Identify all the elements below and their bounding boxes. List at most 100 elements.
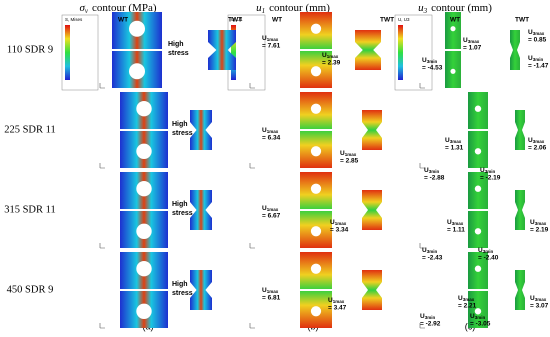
row-label: 110 SDR 9 bbox=[7, 44, 53, 55]
annotation-var: U bbox=[445, 137, 450, 144]
specimen-twt bbox=[355, 30, 381, 70]
annotation-value: = 1.07 bbox=[463, 45, 482, 52]
crack bbox=[468, 129, 488, 131]
annotation-label: U3max bbox=[528, 137, 545, 144]
twt-label: TWT bbox=[228, 17, 242, 24]
annotation-label: U1max bbox=[328, 297, 345, 304]
annotation-var: U bbox=[420, 313, 425, 320]
legend-title: U, U3 bbox=[398, 17, 410, 22]
annotation-sub: 1max bbox=[333, 299, 345, 304]
annotation-var: U bbox=[530, 219, 535, 226]
annotation-var: U bbox=[528, 137, 533, 144]
annotation-label: U1max bbox=[262, 205, 279, 212]
crack bbox=[300, 129, 332, 131]
annotation-label: U3min bbox=[470, 313, 485, 320]
annotation-sub: 1max bbox=[267, 37, 279, 42]
annotation-sub: 1max bbox=[267, 207, 279, 212]
hole bbox=[129, 63, 145, 80]
specimen-twt bbox=[190, 270, 212, 310]
annotation-value: = -2.19 bbox=[480, 175, 501, 182]
legend-scale bbox=[231, 25, 236, 80]
annotation-var: U bbox=[528, 29, 533, 36]
hole bbox=[136, 101, 152, 117]
hole bbox=[136, 303, 152, 319]
hole bbox=[474, 105, 482, 112]
annotation-value: = 6.67 bbox=[262, 213, 281, 220]
annotation-value: = -2.43 bbox=[422, 255, 443, 262]
legend-scale bbox=[65, 25, 70, 80]
annotation-var: U bbox=[262, 205, 267, 212]
axis-triad bbox=[99, 163, 105, 169]
annotation-var: U bbox=[480, 167, 485, 174]
annotation-sub: 1max bbox=[345, 152, 357, 157]
annotation-label: U1max bbox=[340, 150, 357, 157]
specimen-twt bbox=[515, 110, 525, 150]
axis-triad bbox=[249, 83, 255, 89]
axis-triad bbox=[419, 243, 425, 249]
annotation-value: = 1.11 bbox=[447, 227, 465, 234]
legend-title: U, U1 bbox=[231, 17, 243, 22]
annotation-var: U bbox=[340, 150, 345, 157]
annotation-value: = -1.47 bbox=[528, 63, 549, 70]
wt-label: WT bbox=[118, 17, 128, 24]
specimen-twt bbox=[190, 110, 212, 150]
hole bbox=[136, 143, 152, 159]
annotation-label: U3min bbox=[422, 247, 437, 254]
annotation-value: = -3.05 bbox=[470, 321, 491, 328]
axis-triad bbox=[419, 163, 425, 169]
hole bbox=[310, 263, 322, 274]
crack bbox=[468, 209, 488, 211]
hole bbox=[474, 308, 482, 315]
header-subscript: v bbox=[85, 7, 89, 15]
row-label: 315 SDR 11 bbox=[4, 204, 56, 215]
high-stress-label: stress bbox=[172, 290, 193, 297]
annotation-var: U bbox=[463, 37, 468, 44]
annotation-sub: 1max bbox=[335, 221, 347, 226]
annotation-label: U3max bbox=[447, 219, 464, 226]
hole bbox=[310, 226, 322, 237]
specimen-twt bbox=[515, 270, 525, 310]
high-stress-label: stress bbox=[172, 130, 193, 137]
high-stress-label: High bbox=[172, 201, 188, 208]
annotation-value: = 3.47 bbox=[328, 305, 347, 312]
annotation-value: = 2.21 bbox=[458, 303, 477, 310]
specimen-twt bbox=[510, 30, 520, 70]
specimen-twt bbox=[515, 190, 525, 230]
annotation-var: U bbox=[262, 127, 267, 134]
axis-triad bbox=[419, 83, 425, 89]
header-subscript: 3 bbox=[423, 7, 428, 15]
annotation-sub: 1max bbox=[327, 54, 339, 59]
annotation-sub: 3max bbox=[450, 139, 462, 144]
header-symbol: σ bbox=[79, 2, 85, 14]
annotation-var: U bbox=[330, 219, 335, 226]
annotation-value: = -2.88 bbox=[424, 175, 445, 182]
hole bbox=[474, 148, 482, 155]
annotation-label: U1max bbox=[262, 35, 279, 42]
high-stress-label: High bbox=[168, 41, 184, 48]
crack bbox=[120, 209, 168, 211]
annotation-var: U bbox=[322, 52, 327, 59]
high-stress-label: High bbox=[172, 121, 188, 128]
header-subscript: 1 bbox=[262, 7, 266, 15]
hole bbox=[474, 185, 482, 192]
annotation-sub: 3max bbox=[535, 297, 547, 302]
annotation-label: U3min bbox=[480, 167, 495, 174]
annotation-sub: 3min bbox=[427, 59, 438, 64]
annotation-value: = 3.34 bbox=[330, 227, 349, 234]
hole bbox=[136, 223, 152, 239]
header-symbol: u bbox=[256, 2, 262, 14]
annotation-var: U bbox=[528, 55, 533, 62]
annotation-sub: 1max bbox=[267, 129, 279, 134]
annotation-sub: 3max bbox=[533, 31, 545, 36]
annotation-label: U3max bbox=[458, 295, 475, 302]
specimen-twt bbox=[208, 30, 236, 70]
axis-triad bbox=[419, 323, 425, 329]
annotation-value: = 7.61 bbox=[262, 43, 281, 50]
annotation-sub: 3max bbox=[452, 221, 464, 226]
specimen-twt bbox=[362, 190, 382, 230]
axis-triad bbox=[99, 323, 105, 329]
annotation-label: U3min bbox=[478, 247, 493, 254]
crack bbox=[300, 209, 332, 211]
annotation-var: U bbox=[262, 287, 267, 294]
axis-triad bbox=[249, 163, 255, 169]
